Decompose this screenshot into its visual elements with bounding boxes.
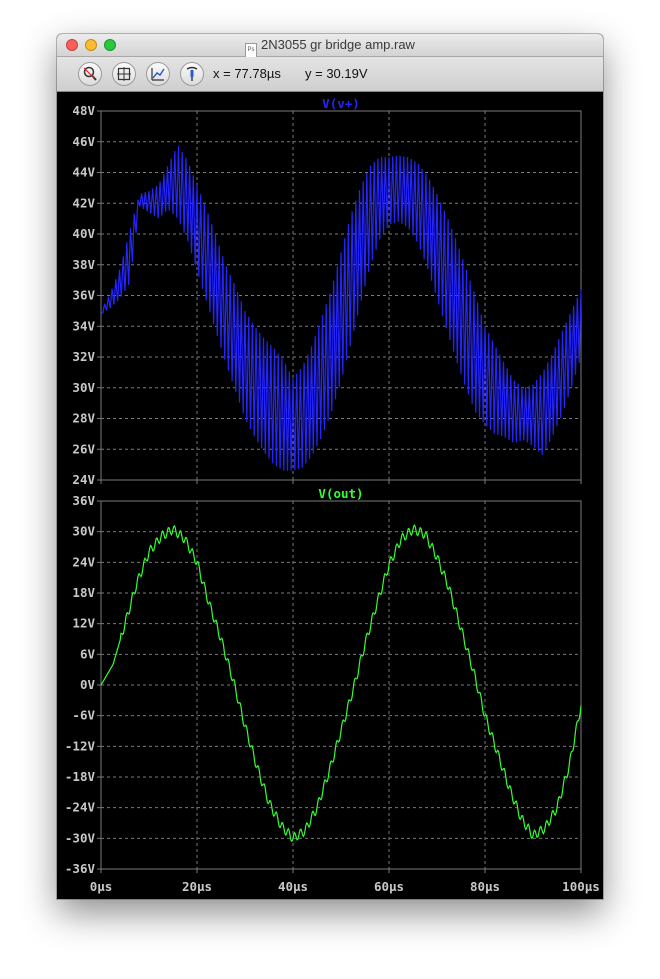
y-tick-label: 18V	[72, 585, 95, 600]
x-tick-label: 80µs	[470, 879, 500, 894]
autorange-button[interactable]	[146, 62, 170, 86]
y-tick-label: 42V	[72, 195, 95, 210]
autorange-icon	[151, 68, 165, 81]
y-tick-label: 36V	[72, 493, 95, 508]
y-tick-label: 48V	[72, 103, 95, 118]
y-tick-label: 36V	[72, 288, 95, 303]
y-tick-label: 0V	[80, 677, 96, 692]
y-tick-label: 38V	[72, 257, 95, 272]
probe-icon	[186, 66, 198, 81]
x-tick-label: 0µs	[90, 879, 113, 894]
y-tick-label: 30V	[72, 380, 95, 395]
x-tick-label: 60µs	[374, 879, 404, 894]
x-tick-label: 20µs	[182, 879, 212, 894]
y-tick-label: 44V	[72, 165, 95, 180]
plot-window: Ps 2N3055 gr bridge amp.raw	[57, 34, 603, 899]
trace-title: V(v+)	[322, 96, 360, 111]
y-tick-label: 32V	[72, 349, 95, 364]
y-tick-label: 28V	[72, 411, 95, 426]
y-tick-label: 6V	[80, 646, 96, 661]
minimize-window-button[interactable]	[85, 39, 97, 51]
x-tick-label: 100µs	[562, 879, 600, 894]
x-tick-label: 40µs	[278, 879, 308, 894]
cursor-y-readout: y = 30.19V	[305, 66, 368, 81]
y-tick-label: 34V	[72, 318, 95, 333]
zoom-extents-button[interactable]	[112, 62, 136, 86]
series-line-vout	[100, 524, 582, 842]
cursor-x-readout: x = 77.78µs	[213, 66, 281, 81]
zoom-button[interactable]	[78, 62, 102, 86]
zoom-extents-icon	[117, 67, 131, 81]
y-tick-label: 24V	[72, 554, 95, 569]
y-tick-label: 24V	[72, 472, 95, 487]
y-tick-label: 46V	[72, 134, 95, 149]
series-line-vv	[100, 145, 582, 471]
y-tick-label: -24V	[65, 800, 96, 815]
y-tick-label: -30V	[65, 830, 96, 845]
probe-button[interactable]	[180, 62, 204, 86]
y-tick-label: -6V	[72, 708, 95, 723]
toolbar: x = 77.78µs y = 30.19V	[57, 57, 603, 92]
close-window-button[interactable]	[66, 39, 78, 51]
zoom-icon	[83, 66, 97, 81]
y-tick-label: 26V	[72, 441, 95, 456]
y-tick-label: -12V	[65, 738, 96, 753]
y-tick-label: -36V	[65, 861, 96, 876]
y-tick-label: -18V	[65, 769, 96, 784]
trace-title: V(out)	[318, 486, 363, 501]
y-tick-label: 12V	[72, 616, 95, 631]
zoom-window-button[interactable]	[104, 39, 116, 51]
window-title-text: 2N3055 gr bridge amp.raw	[261, 37, 415, 52]
y-tick-label: 40V	[72, 226, 95, 241]
y-tick-label: 30V	[72, 524, 95, 539]
